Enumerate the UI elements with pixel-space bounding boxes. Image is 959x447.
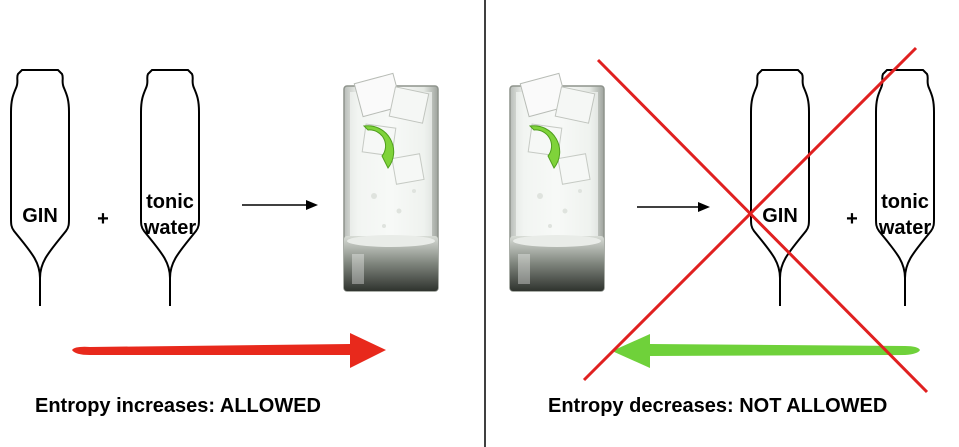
tonic-label-line1: tonic	[881, 191, 929, 213]
right-panel: GIN + tonic water	[509, 46, 935, 394]
not-allowed-caption: Entropy decreases: NOT ALLOWED	[548, 395, 888, 417]
arrow-icon	[242, 200, 318, 210]
arrow-icon	[637, 202, 710, 212]
allowed-caption: Entropy increases: ALLOWED	[35, 395, 321, 417]
glass-icon	[509, 72, 605, 292]
tonic-bottle-icon	[875, 69, 935, 307]
glass-icon	[343, 72, 439, 292]
allowed-arrow-icon	[72, 333, 386, 368]
gin-label: GIN	[22, 205, 58, 227]
gin-bottle-icon	[750, 69, 810, 307]
tonic-label-line1: tonic	[146, 191, 194, 213]
tonic-label-line2: water	[878, 217, 931, 239]
left-panel: GIN + tonic water	[10, 69, 439, 368]
cross-icon	[582, 46, 929, 394]
gin-bottle-icon	[10, 69, 70, 307]
tonic-label-line2: water	[143, 217, 196, 239]
not-allowed-arrow-icon	[612, 334, 920, 368]
plus-sign: +	[97, 208, 109, 230]
tonic-bottle-icon	[140, 69, 200, 307]
plus-sign: +	[846, 208, 858, 230]
gin-label: GIN	[762, 205, 798, 227]
